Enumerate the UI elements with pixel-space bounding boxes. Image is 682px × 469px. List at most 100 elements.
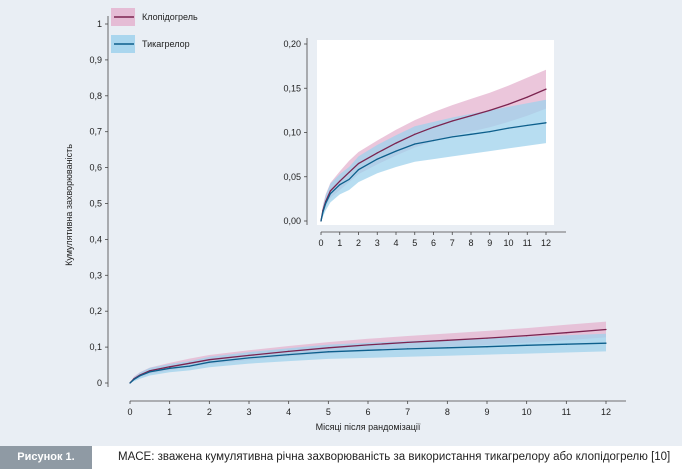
x-tick-label: 0 — [127, 407, 132, 417]
ticagrelor-data-point — [489, 131, 491, 133]
y-tick-label: 0,5 — [89, 199, 102, 209]
clopidogrel-data-point — [149, 370, 151, 372]
ticagrelor-data-point — [470, 133, 472, 135]
x-tick-label: 4 — [286, 407, 291, 417]
clopidogrel-data-point — [565, 332, 567, 334]
ticagrelor-data-point — [451, 136, 453, 138]
ticagrelor-data-point — [432, 139, 435, 142]
ticagrelor-data-point — [169, 367, 171, 369]
ticagrelor-data-point — [320, 220, 322, 222]
clopidogrel-data-point — [486, 337, 488, 339]
ticagrelor-data-point — [188, 365, 191, 367]
ticagrelor-data-point — [407, 348, 409, 350]
clopidogrel-data-point — [339, 180, 341, 182]
y-tick-label: 0,3 — [89, 270, 102, 280]
clopidogrel-data-point — [545, 88, 547, 90]
x-tick-label: 1 — [167, 407, 172, 417]
clopidogrel-data-point — [432, 126, 435, 128]
x-tick-label: 3 — [375, 238, 380, 248]
y-tick-label: 0,8 — [89, 91, 102, 101]
clopidogrel-data-point — [367, 344, 369, 346]
ticagrelor-data-point — [322, 211, 324, 213]
y-tick-label: 0,2 — [89, 306, 102, 316]
x-tick-label: 8 — [468, 238, 473, 248]
x-axis-title: Місяці після рандомізації — [316, 422, 421, 432]
ticagrelor-data-point — [446, 347, 448, 349]
clopidogrel-data-point — [605, 328, 607, 331]
clopidogrel-data-point — [248, 354, 250, 356]
ticagrelor-data-point — [376, 158, 378, 160]
x-tick-label: 6 — [365, 407, 370, 417]
clopidogrel-data-point — [395, 142, 397, 144]
ticagrelor-data-point — [329, 192, 331, 195]
y-tick-label: 0,9 — [89, 55, 102, 65]
x-tick-label: 7 — [405, 407, 410, 417]
ticagrelor-data-point — [545, 122, 547, 124]
clopidogrel-data-point — [446, 339, 448, 341]
clopidogrel-data-point — [414, 133, 416, 135]
clopidogrel-data-point — [507, 103, 510, 105]
clopidogrel-data-point — [407, 341, 409, 344]
ticagrelor-data-point — [339, 184, 341, 186]
x-tick-label: 8 — [445, 407, 450, 417]
ticagrelor-data-point — [414, 143, 416, 145]
y-tick-label: 0,6 — [89, 163, 102, 173]
x-tick-label: 12 — [541, 238, 551, 248]
ticagrelor-data-point — [348, 178, 350, 181]
x-tick-label: 6 — [431, 238, 436, 248]
ticagrelor-data-point — [325, 202, 327, 204]
ticagrelor-data-point — [605, 342, 607, 344]
x-tick-label: 3 — [246, 407, 251, 417]
y-tick-label: 0 — [97, 378, 102, 388]
clopidogrel-data-point — [348, 171, 350, 173]
clopidogrel-ci-band — [130, 321, 606, 383]
x-tick-label: 2 — [356, 238, 361, 248]
clopidogrel-data-point — [489, 109, 491, 111]
clopidogrel-legend-label: Клопідогрель — [142, 12, 198, 22]
clopidogrel-data-point — [169, 366, 171, 368]
ticagrelor-data-point — [526, 124, 528, 127]
y-tick-label: 0,00 — [283, 216, 301, 226]
x-tick-label: 9 — [487, 238, 492, 248]
x-tick-label: 9 — [484, 407, 489, 417]
x-tick-label: 7 — [450, 238, 455, 248]
clopidogrel-ci-band — [321, 69, 546, 221]
caption-bar — [0, 446, 682, 469]
y-tick-label: 0,1 — [89, 342, 102, 352]
clopidogrel-data-point — [451, 120, 453, 122]
y-tick-label: 0,7 — [89, 127, 102, 137]
y-tick-label: 1 — [97, 19, 102, 29]
x-tick-label: 0 — [318, 238, 323, 248]
figure-label: Рисунок 1. — [0, 446, 92, 469]
x-tick-label: 5 — [326, 407, 331, 417]
figure-caption: MACE: зважена кумулятивна річна захворюв… — [118, 451, 671, 463]
ticagrelor-data-point — [507, 127, 510, 129]
x-tick-label: 10 — [522, 407, 532, 417]
clopidogrel-data-point — [208, 359, 210, 361]
ticagrelor-data-point — [129, 382, 131, 384]
clopidogrel-data-point — [188, 362, 191, 364]
ticagrelor-legend-label: Тикагрелор — [142, 39, 190, 49]
x-tick-label: 12 — [601, 407, 611, 417]
ticagrelor-data-point — [565, 343, 567, 345]
clopidogrel-data-point — [357, 162, 360, 165]
ticagrelor-ci-band — [321, 99, 546, 221]
clopidogrel-data-point — [376, 152, 378, 154]
ticagrelor-data-point — [526, 344, 528, 346]
clopidogrel-data-point — [526, 96, 528, 98]
ticagrelor-data-point — [288, 354, 290, 356]
ticagrelor-data-point — [357, 169, 360, 171]
ticagrelor-data-point — [139, 375, 141, 377]
clopidogrel-data-point — [327, 347, 329, 349]
clopidogrel-data-point — [329, 190, 331, 192]
y-tick-label: 0,15 — [283, 83, 301, 93]
x-tick-label: 11 — [562, 407, 571, 417]
ticagrelor-data-point — [208, 361, 210, 363]
y-tick-label: 0,4 — [89, 234, 102, 244]
ticagrelor-data-point — [327, 351, 329, 353]
ticagrelor-data-point — [133, 378, 135, 381]
x-tick-label: 5 — [412, 238, 417, 248]
x-tick-label: 4 — [393, 238, 398, 248]
x-tick-label: 1 — [337, 238, 342, 248]
x-tick-label: 11 — [523, 238, 532, 248]
